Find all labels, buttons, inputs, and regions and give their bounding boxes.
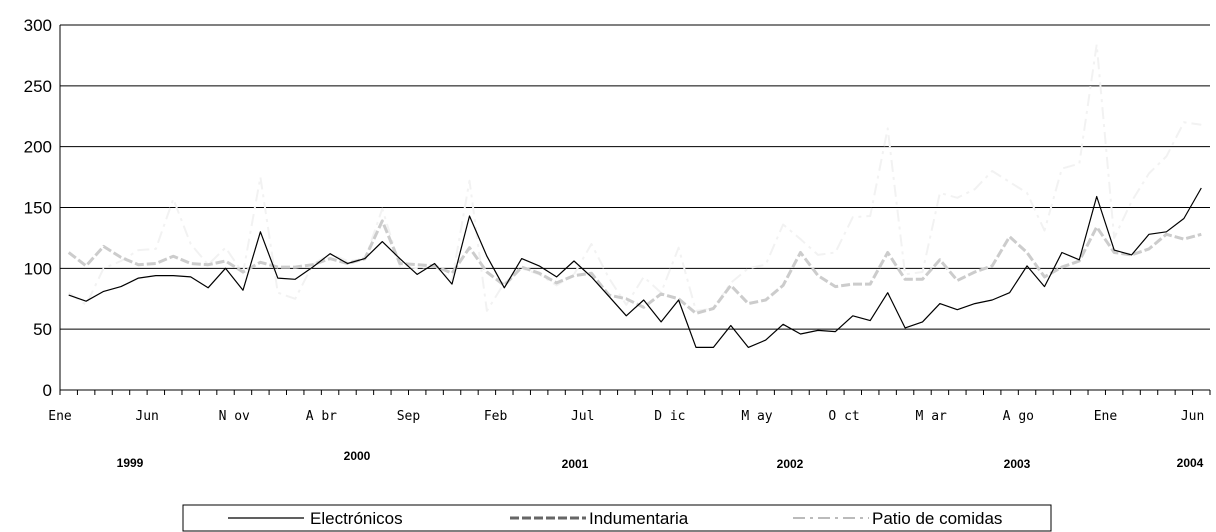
year-label: 2003: [1004, 457, 1031, 471]
x-tick-label: N ov: [219, 409, 250, 424]
x-tick-label: Jun: [1181, 409, 1204, 424]
x-tick-label: D ic: [654, 409, 685, 424]
y-tick-label: 200: [24, 138, 52, 157]
y-tick-label: 0: [43, 381, 52, 400]
series-line-patio-de-comidas: [68, 43, 1202, 312]
y-tick-label: 50: [33, 320, 52, 339]
x-tick-label: Jun: [135, 409, 158, 424]
legend: Electrónicos Indumentaria Patio de comidas: [182, 504, 1052, 532]
x-tick-label: A br: [306, 409, 337, 424]
y-axis-ticks: 0 50 100 150 200 250 300: [24, 16, 61, 400]
legend-label: Indumentaria: [589, 509, 689, 528]
x-tick-label: M ay: [741, 409, 772, 424]
x-tick-label: O ct: [828, 409, 859, 424]
y-tick-label: 250: [24, 77, 52, 96]
gridlines: [60, 24, 1210, 330]
x-tick-label: M ar: [916, 409, 947, 424]
series-line-indumentaria: [67, 219, 1202, 315]
legend-box: [182, 504, 1052, 532]
year-label: 2004: [1177, 456, 1204, 470]
y-tick-label: 300: [24, 16, 52, 35]
year-label: 1999: [117, 456, 144, 470]
year-label: 2001: [562, 457, 589, 471]
x-tick-label: Sep: [397, 409, 421, 424]
legend-label: Patio de comidas: [872, 509, 1002, 528]
y-tick-label: 150: [24, 199, 52, 218]
legend-label: Electrónicos: [310, 509, 403, 528]
series-line-electr-nicos: [68, 187, 1202, 348]
x-axis: Ene Jun N ov A br Sep Feb Jul D ic M ay O ct M ar A…: [48, 389, 1211, 471]
series-lines: [67, 43, 1202, 348]
x-tick-label: Feb: [484, 409, 508, 424]
x-tick-label: Jul: [571, 409, 594, 424]
x-tick-label: Ene: [48, 409, 72, 424]
x-tick-label: A go: [1003, 409, 1034, 424]
x-tick-label: Ene: [1094, 409, 1118, 424]
y-tick-label: 100: [24, 259, 52, 278]
year-label: 2002: [777, 457, 804, 471]
year-label: 2000: [344, 449, 371, 463]
